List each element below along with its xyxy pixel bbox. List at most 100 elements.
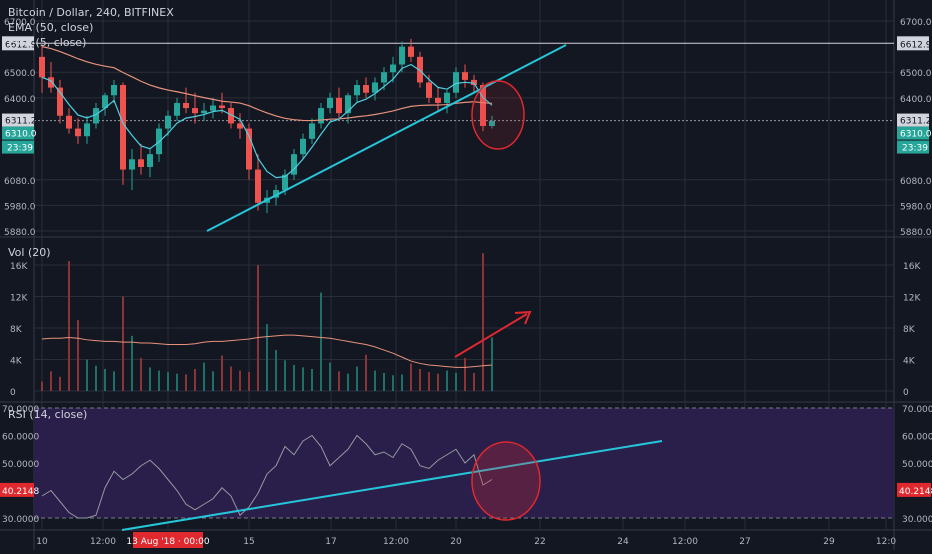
rsi-panel[interactable]: 40.2148 40.2148 xyxy=(0,407,932,519)
volume-bar-37 xyxy=(374,370,376,391)
candle-body-32 xyxy=(327,97,333,109)
candle-body-30 xyxy=(309,123,315,139)
last-price-left: 6311.2 xyxy=(5,117,37,127)
candle-body-16 xyxy=(183,102,189,109)
volume-ma-line xyxy=(41,334,493,368)
last-price-left-bg xyxy=(2,113,34,127)
candle-body-3 xyxy=(66,115,72,129)
x-label-3: 15 xyxy=(243,537,254,547)
price-tick-right-1: 6500.0 xyxy=(900,69,932,79)
candle-body-46 xyxy=(453,72,459,93)
x-label-4: 17 xyxy=(325,537,336,547)
volume-bar-43 xyxy=(428,372,430,391)
volume-bar-48 xyxy=(473,372,475,391)
ema50-legend: EMA (50, close) xyxy=(8,21,93,34)
candle-body-18 xyxy=(201,110,207,114)
volume-bar-16 xyxy=(185,374,187,391)
chart-title: Bitcoin / Dollar, 240, BITFINEX xyxy=(8,6,174,19)
candle-body-31 xyxy=(318,108,324,124)
axes: 6700.0 6700.0 6500.0 6500.0 6400.0 6400.0 6080… xyxy=(2,18,932,548)
current-price-right: 6310.0 xyxy=(900,130,932,140)
current-price-right-countdown: 23:39 xyxy=(902,144,928,154)
candle-body-43 xyxy=(426,82,432,98)
rsi-band xyxy=(34,408,894,518)
volume-bar-7 xyxy=(104,368,106,391)
candle-body-2 xyxy=(57,87,63,116)
vol-tick-right-3: 4K xyxy=(903,357,916,367)
volume-panel[interactable] xyxy=(41,253,493,391)
price-tick-right-0: 6700.0 xyxy=(900,18,932,28)
volume-bar-38 xyxy=(383,372,385,391)
volume-bar-4 xyxy=(77,320,79,391)
candle-body-12 xyxy=(147,154,153,167)
volume-bar-21 xyxy=(230,366,232,391)
price-tick-left-5: 5880.0 xyxy=(4,228,36,238)
volume-bar-24 xyxy=(257,265,259,391)
rsi-tick-left-0: 70.0000 xyxy=(2,405,39,415)
volume-bar-35 xyxy=(356,366,358,391)
rsi-tick-left-2: 50.0000 xyxy=(2,460,39,470)
volume-bar-34 xyxy=(347,373,349,391)
volume-bar-2 xyxy=(59,376,61,391)
candle-body-42 xyxy=(417,56,423,83)
price-panel[interactable]: 6612.9 6612.9 6311.2 6311.2 6310.0 23:39 6310.… xyxy=(2,36,932,214)
vol-tick-left-0: 16K xyxy=(10,262,28,272)
x-label-8: 24 xyxy=(617,537,629,547)
x-label-11: 29 xyxy=(823,537,835,547)
rsi-tick-right-0: 70.0000 xyxy=(902,405,932,415)
candle-body-0 xyxy=(39,56,45,78)
volume-bar-31 xyxy=(320,292,322,391)
current-price-right-countdown-bg xyxy=(897,140,929,154)
candle-body-23 xyxy=(246,128,252,170)
x-label-highlight-bg xyxy=(133,532,203,548)
volume-bar-9 xyxy=(122,296,124,391)
volume-bar-20 xyxy=(221,355,223,391)
h-level-label-left: 6612.9 xyxy=(5,40,37,50)
vol-tick-left-3: 4K xyxy=(10,357,23,367)
price-trendline xyxy=(206,44,567,232)
last-price-right: 6311.2 xyxy=(900,117,932,127)
volume-bar-22 xyxy=(239,370,241,391)
annotations[interactable] xyxy=(121,44,663,531)
candle-body-29 xyxy=(300,138,306,155)
rsi-tick-right-1: 60.0000 xyxy=(902,433,932,443)
rsi-line xyxy=(41,434,493,519)
candle-body-14 xyxy=(165,115,171,129)
candle-body-44 xyxy=(435,97,441,103)
x-label-12: 12:0 xyxy=(876,537,896,547)
price-tick-right-5: 5880.0 xyxy=(900,228,932,238)
volume-bar-0 xyxy=(41,381,43,391)
volume-bar-50 xyxy=(491,337,493,391)
candle-body-7 xyxy=(102,95,108,109)
candle-body-4 xyxy=(75,128,81,137)
candle-body-15 xyxy=(174,102,180,116)
volume-bar-26 xyxy=(275,350,277,391)
current-price-left-countdown-bg xyxy=(2,140,34,154)
rsi-tick-right-2: 50.0000 xyxy=(902,460,932,470)
price-tick-left-2: 6400.0 xyxy=(4,95,36,105)
volume-bar-12 xyxy=(149,367,151,391)
x-label-9: 12:00 xyxy=(672,537,698,547)
ema5-legend: EMA (5, close) xyxy=(8,36,86,49)
volume-bar-19 xyxy=(212,371,214,391)
rsi-tick-left-1: 60.0000 xyxy=(2,433,39,443)
candle-body-8 xyxy=(111,85,117,96)
price-tick-right-3: 6080.0 xyxy=(900,177,932,187)
candle-body-24 xyxy=(255,169,261,203)
vol-tick-left-2: 8K xyxy=(10,325,23,335)
rsi-current-left-bg xyxy=(0,482,34,497)
rsi-trendline xyxy=(121,440,663,531)
volume-bar-47 xyxy=(464,357,466,391)
volume-bar-42 xyxy=(419,368,421,391)
candle-body-9 xyxy=(120,85,126,170)
volume-bar-23 xyxy=(248,372,250,391)
price-tick-left-0: 6700.0 xyxy=(4,18,36,28)
candle-body-22 xyxy=(237,123,243,129)
h-level-label-left-bg xyxy=(2,36,34,51)
volume-legend: Vol (20) xyxy=(8,246,51,259)
x-label-2: 13 Aug '18 · 00:00 xyxy=(126,537,209,547)
volume-bar-3 xyxy=(68,261,70,391)
candle-body-38 xyxy=(381,72,387,83)
